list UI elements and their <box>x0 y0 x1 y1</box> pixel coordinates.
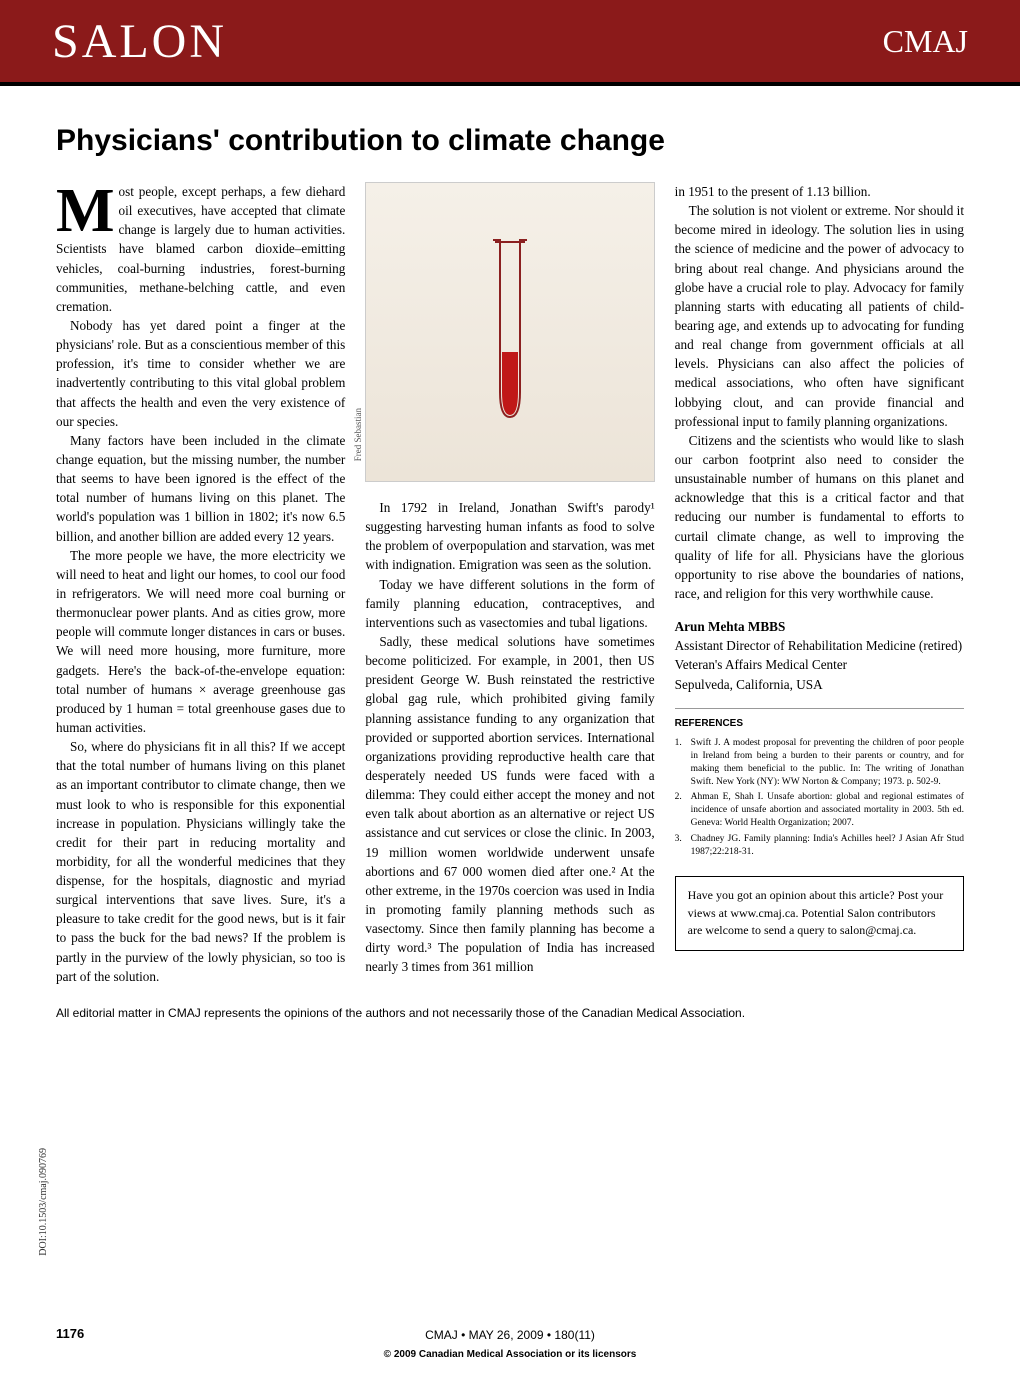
article-columns: Most people, except perhaps, a few dieha… <box>56 182 964 986</box>
paragraph: The solution is not violent or extreme. … <box>675 201 964 431</box>
ref-text: Ahman E, Shah I. Unsafe abortion: global… <box>691 791 964 829</box>
references-heading: REFERENCES <box>675 717 964 732</box>
references-list: 1. Swift J. A modest proposal for preven… <box>675 737 964 858</box>
footer-citation: CMAJ • MAY 26, 2009 • 180(11) <box>425 1328 595 1342</box>
paragraph: Many factors have been included in the c… <box>56 431 345 546</box>
column-1: Most people, except perhaps, a few dieha… <box>56 182 345 986</box>
paragraph: So, where do physicians fit in all this?… <box>56 737 345 986</box>
author-name: Arun Mehta MBBS <box>675 617 964 636</box>
footer-disclaimer: All editorial matter in CMAJ represents … <box>0 1006 1020 1020</box>
reference-item: 2. Ahman E, Shah I. Unsafe abortion: glo… <box>675 791 964 829</box>
disclaimer-text: All editorial matter in CMAJ represents … <box>56 1006 745 1020</box>
ref-text: Chadney JG. Family planning: India's Ach… <box>691 833 964 859</box>
column-2: Fred Sebastian In 1792 in Ireland, Jonat… <box>365 182 654 986</box>
doi-label: DOI:10.1503/cmaj.090769 <box>38 1148 49 1256</box>
paragraph: In 1792 in Ireland, Jonathan Swift's par… <box>365 498 654 575</box>
paragraph: Sadly, these medical solutions have some… <box>365 632 654 977</box>
header-bar: SALON CMAJ <box>0 0 1020 82</box>
footer-bar: 1176 CMAJ • MAY 26, 2009 • 180(11) © 200… <box>0 1326 1020 1362</box>
content-wrapper: Physicians' contribution to climate chan… <box>0 82 1020 986</box>
journal-name: CMAJ <box>883 23 968 60</box>
ref-number: 2. <box>675 791 691 829</box>
dropcap: M <box>56 182 119 236</box>
ref-number: 1. <box>675 737 691 788</box>
ref-text: Swift J. A modest proposal for preventin… <box>691 737 964 788</box>
ref-number: 3. <box>675 833 691 859</box>
author-affiliation: Veteran's Affairs Medical Center <box>675 655 964 674</box>
column-3: in 1951 to the present of 1.13 billion. … <box>675 182 964 986</box>
reference-item: 1. Swift J. A modest proposal for preven… <box>675 737 964 788</box>
figure-credit: Fred Sebastian <box>352 408 365 461</box>
paragraph: in 1951 to the present of 1.13 billion. <box>675 182 964 201</box>
paragraph: Today we have different solutions in the… <box>365 575 654 632</box>
paragraph: The more people we have, the more electr… <box>56 546 345 737</box>
footer-copyright: © 2009 Canadian Medical Association or i… <box>384 1349 637 1360</box>
callout-box: Have you got an opinion about this artic… <box>675 876 964 950</box>
paragraph: Most people, except perhaps, a few dieha… <box>56 182 345 316</box>
author-affiliation: Sepulveda, California, USA <box>675 675 964 694</box>
paragraph: Nobody has yet dared point a finger at t… <box>56 316 345 431</box>
reference-item: 3. Chadney JG. Family planning: India's … <box>675 833 964 859</box>
article-figure: Fred Sebastian <box>365 182 654 482</box>
page-number: 1176 <box>56 1326 84 1341</box>
author-title: Assistant Director of Rehabilitation Med… <box>675 636 964 655</box>
paragraph: Citizens and the scientists who would li… <box>675 431 964 603</box>
test-tube-icon <box>485 232 535 432</box>
divider <box>675 708 964 709</box>
article-title: Physicians' contribution to climate chan… <box>56 124 964 158</box>
section-title: SALON <box>52 14 227 69</box>
